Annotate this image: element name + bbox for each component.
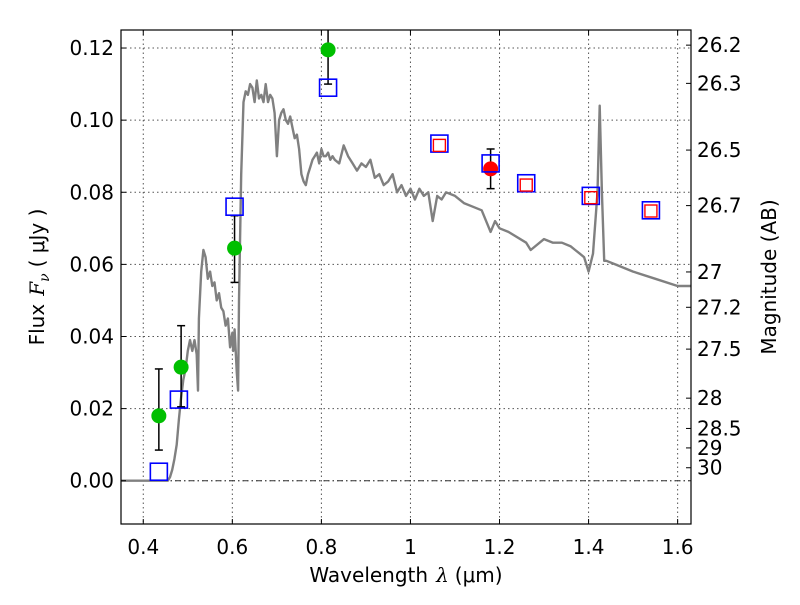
model-photometry-blue-point: [481, 154, 500, 173]
magnitude-tick-label: 30: [697, 456, 722, 480]
magnitude-tick-label: 29: [697, 436, 722, 460]
x-tick-label: 0.6: [216, 535, 248, 559]
model-photometry-blue-point: [318, 78, 338, 97]
x-tick-label: 1.6: [662, 535, 694, 559]
magnitude-tick-label: 26.2: [697, 33, 742, 57]
model-photometry-blue-point: [169, 390, 189, 409]
y-tick-label: 0.06: [69, 252, 114, 276]
model-photometry-red-point: [519, 178, 533, 192]
model-photometry-red-point: [644, 204, 658, 218]
y-tick-label: 0.12: [69, 36, 114, 60]
observed-green-point: [151, 408, 167, 424]
marker-layer: [149, 30, 661, 482]
magnitude-tick-label: 26.7: [697, 194, 742, 218]
magnitude-tick-label: 27.5: [697, 337, 742, 361]
y-tick-label: 0.02: [69, 397, 114, 421]
model-photometry-red-point: [584, 190, 598, 205]
observed-green-point: [227, 240, 243, 256]
axes-frame: [120, 29, 692, 525]
x-tick-label: 1: [404, 535, 417, 559]
y-tick-label: 0.08: [69, 180, 114, 204]
magnitude-tick-label: 27: [697, 260, 722, 284]
magnitude-axis-title: Magnitude (AB): [757, 199, 781, 354]
observed-red-point: [483, 161, 499, 177]
x-tick-label: 0.4: [127, 535, 159, 559]
magnitude-tick-label: 28: [697, 386, 722, 410]
x-tick-label: 0.8: [305, 535, 337, 559]
observed-green-point: [320, 42, 336, 58]
model-photometry-blue-point: [641, 200, 661, 220]
magnitude-tick-label: 26.3: [697, 71, 742, 95]
ticks: 0.4 0.6 0.8 1 1.2 1.4 1.6 0.00 0.02 0.04 0.06 0.08 0…: [69, 30, 742, 559]
y-axis-title: FluxFν( μJy ): [25, 209, 53, 346]
model-photometry-blue-point: [225, 197, 244, 216]
magnitude-tick-label: 27.2: [697, 295, 742, 319]
y-tick-label: 0.00: [69, 469, 114, 493]
x-tick-label: 1.4: [573, 535, 605, 559]
x-axis-title: Wavelength λ (μm): [309, 563, 502, 587]
x-tick-label: 1.2: [484, 535, 516, 559]
model-photometry-blue-point: [149, 462, 169, 482]
model-photometry-red-point: [432, 138, 447, 153]
magnitude-tick-label: 26.5: [697, 138, 742, 162]
magnitude-tick-label: 28.5: [697, 416, 742, 440]
observed-green-point: [173, 359, 189, 375]
grid: [121, 30, 691, 524]
y-tick-label: 0.10: [69, 108, 114, 132]
model-sed-line: [121, 79, 691, 482]
y-tick-label: 0.04: [69, 324, 114, 348]
series-layer: [121, 79, 691, 482]
plot-area: [121, 30, 691, 524]
